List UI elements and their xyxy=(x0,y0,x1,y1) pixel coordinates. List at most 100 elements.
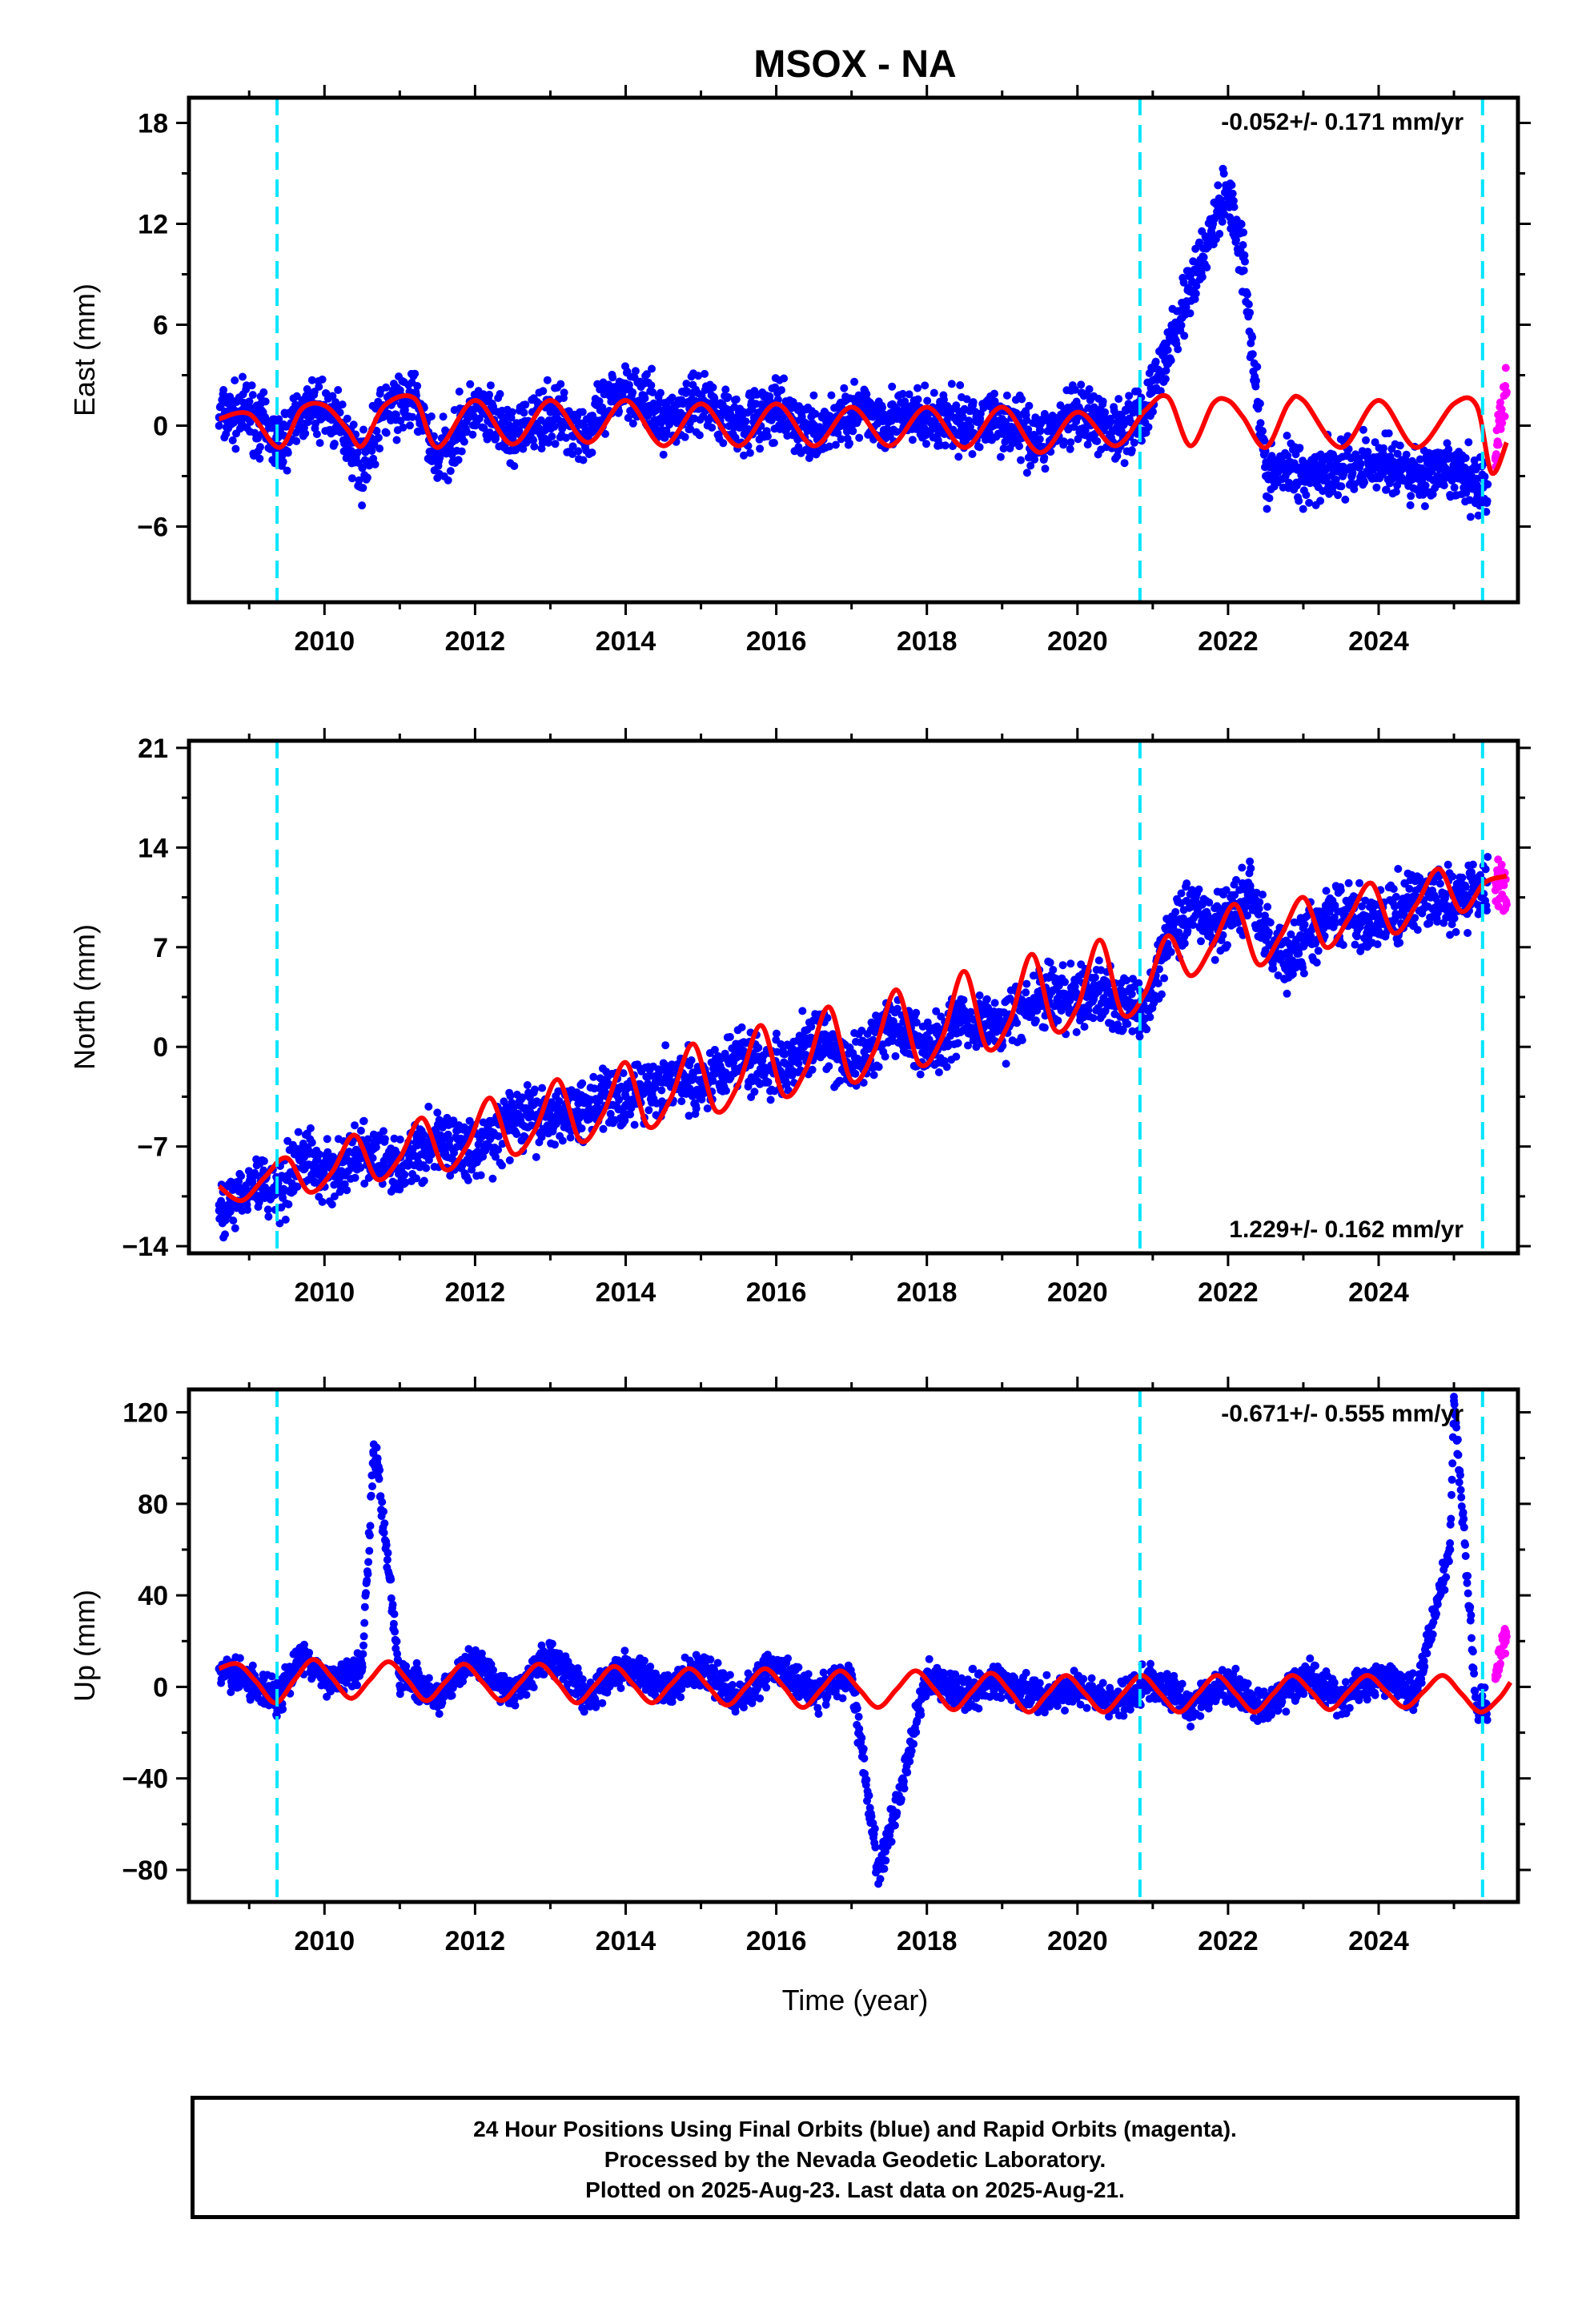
east-final-point xyxy=(471,404,480,413)
north-final-point xyxy=(734,1050,743,1059)
east-y-tick-label: 18 xyxy=(138,109,168,139)
up-final-point xyxy=(245,1678,254,1687)
east-final-point xyxy=(358,464,367,472)
north-final-point xyxy=(697,1078,705,1087)
up-x-tick-label: 2016 xyxy=(746,1926,807,1956)
north-x-tick-label: 2018 xyxy=(897,1277,958,1308)
panel-north: 2010 2012 2014 2016 2018 2020 2022 2024 −14 −7 0 7 1… xyxy=(68,728,1531,1308)
east-final-point xyxy=(1110,426,1119,435)
north-final-point xyxy=(1209,922,1218,931)
north-final-point xyxy=(621,1092,630,1101)
up-rapid-point xyxy=(1491,1671,1500,1680)
up-final-point xyxy=(621,1659,630,1668)
east-final-point xyxy=(1375,458,1383,467)
up-rapid-point xyxy=(1496,1648,1505,1657)
east-final-point xyxy=(1450,468,1459,477)
east-final-point xyxy=(922,416,931,425)
up-final-cloud xyxy=(215,1393,1492,1888)
east-final-point xyxy=(1163,346,1172,354)
north-y-tick-label: 7 xyxy=(153,933,168,963)
up-final-point xyxy=(358,1659,367,1668)
up-y-tick-label: 120 xyxy=(122,1398,168,1429)
north-x-tick-label: 2024 xyxy=(1348,1277,1409,1308)
north-final-point xyxy=(659,1078,668,1087)
east-y-tick-label: 12 xyxy=(138,210,168,240)
east-final-point xyxy=(1035,435,1044,444)
up-x-tick-label: 2018 xyxy=(897,1926,958,1956)
footer-line-2: Processed by the Nevada Geodetic Laborat… xyxy=(604,2147,1106,2172)
east-final-point xyxy=(998,415,1006,424)
up-rapid-point xyxy=(1502,1632,1511,1641)
east-final-cloud xyxy=(215,164,1492,521)
up-x-tick-label: 2022 xyxy=(1198,1926,1259,1956)
up-final-point xyxy=(873,1866,882,1874)
up-model-curve xyxy=(218,1657,1513,1715)
north-final-point xyxy=(546,1114,555,1123)
north-final-point xyxy=(215,1206,223,1215)
east-final-point xyxy=(1284,464,1293,472)
north-y-axis-label: North (mm) xyxy=(68,924,101,1070)
north-x-tick-label: 2012 xyxy=(445,1277,506,1308)
east-x-tick-label: 2016 xyxy=(746,626,807,657)
north-x-tick-label: 2022 xyxy=(1198,1277,1259,1308)
east-rapid-point xyxy=(1502,388,1511,396)
north-final-point xyxy=(922,1043,931,1051)
up-y-tick-label: 40 xyxy=(138,1581,168,1611)
up-plot-frame xyxy=(187,1387,1520,1904)
up-x-tick-label: 2010 xyxy=(294,1926,355,1956)
footer-note: 24 Hour Positions Using Final Orbits (bl… xyxy=(191,2096,1520,2219)
up-final-point xyxy=(881,1848,889,1856)
up-final-point xyxy=(960,1687,969,1696)
east-final-point xyxy=(1223,186,1232,195)
north-final-point xyxy=(508,1114,517,1123)
east-final-point xyxy=(1209,219,1218,228)
east-rapid-point xyxy=(1491,455,1500,464)
up-final-point xyxy=(1446,1546,1455,1554)
north-rapid-point xyxy=(1496,865,1505,873)
east-plot-frame xyxy=(187,95,1520,605)
north-final-point xyxy=(1284,957,1293,966)
up-y-tick-label: −80 xyxy=(122,1856,168,1886)
north-y-tick-label: −14 xyxy=(122,1232,168,1262)
north-final-point xyxy=(298,1149,307,1158)
east-final-point xyxy=(960,421,969,430)
north-y-tick-label: 0 xyxy=(153,1032,168,1063)
east-final-point xyxy=(1472,480,1481,489)
east-final-point xyxy=(1239,253,1247,262)
north-final-point xyxy=(584,1100,592,1108)
north-final-cloud xyxy=(215,853,1492,1242)
north-final-point xyxy=(1247,886,1255,895)
east-final-point xyxy=(772,408,781,416)
east-final-point xyxy=(1336,464,1345,472)
east-final-point xyxy=(546,408,555,416)
up-final-point xyxy=(1375,1671,1383,1680)
east-final-point xyxy=(1261,472,1270,480)
north-rapid-point xyxy=(1491,886,1500,895)
north-final-point xyxy=(396,1164,404,1172)
up-final-point xyxy=(369,1449,378,1458)
north-rate-label: 1.229+/- 0.162 mm/yr xyxy=(1229,1216,1464,1243)
east-final-point xyxy=(584,430,592,438)
east-final-point xyxy=(1299,468,1307,477)
up-data-layer xyxy=(215,1393,1513,1888)
north-x-tick-label: 2014 xyxy=(596,1277,656,1308)
north-final-point xyxy=(1375,922,1383,931)
up-final-point xyxy=(320,1678,329,1687)
north-final-point xyxy=(1141,1014,1150,1023)
north-final-point xyxy=(1336,907,1345,916)
east-x-tick-label: 2022 xyxy=(1198,626,1259,657)
up-final-point xyxy=(1450,1397,1459,1405)
east-final-point xyxy=(885,413,893,421)
footer-line-3: Plotted on 2025-Aug-23. Last data on 202… xyxy=(585,2177,1125,2202)
north-final-point xyxy=(1299,935,1307,944)
up-final-point xyxy=(1299,1671,1307,1680)
up-final-point xyxy=(298,1648,307,1657)
up-final-point xyxy=(697,1664,705,1673)
east-final-point xyxy=(1186,287,1195,296)
north-model-curve xyxy=(217,866,1508,1204)
x-axis-label: Time (year) xyxy=(782,1984,929,2016)
panel-east: 2010 2012 2014 2016 2018 2020 2022 2024 −6 0 6 12 18… xyxy=(68,85,1531,657)
up-y-axis-label: Up (mm) xyxy=(68,1590,101,1702)
east-y-axis-label: East (mm) xyxy=(68,283,101,416)
